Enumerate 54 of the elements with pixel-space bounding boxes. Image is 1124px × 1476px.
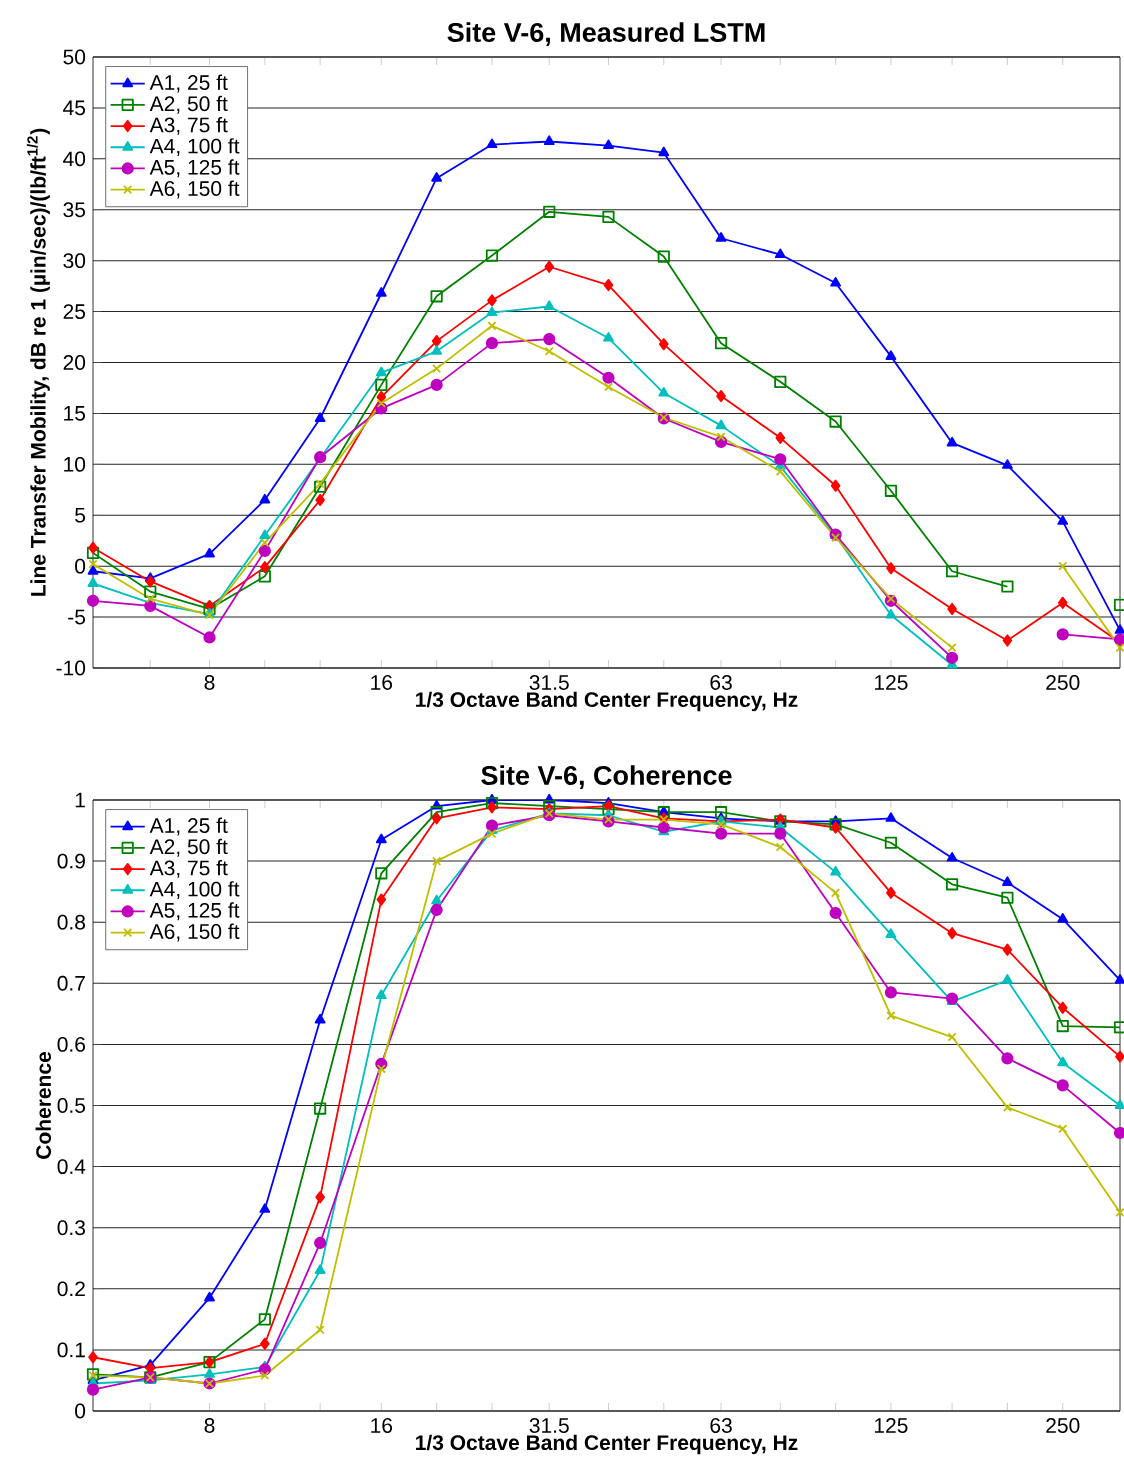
legend-label: A6, 150 ft (149, 180, 240, 199)
y-tick-label: 20 (63, 355, 86, 370)
y-tick-label: -10 (56, 660, 86, 676)
y-tick-label: 0 (75, 558, 86, 574)
y-tick-label: -5 (68, 609, 86, 625)
y-tick-label: 0.6 (57, 1036, 86, 1052)
y-axis-title: Coherence (35, 1051, 52, 1159)
legend-label: A6, 150 ft (149, 923, 240, 942)
y-tick-label: 50 (63, 49, 86, 65)
y-tick-label: 0.5 (57, 1098, 86, 1113)
x-tick-label: 31.5 (529, 675, 569, 690)
chart-title: Site V-6, Measured LSTM (447, 22, 765, 46)
x-tick-label: 250 (1046, 675, 1080, 690)
x-tick-label: 31.5 (529, 1418, 569, 1433)
legend-label: A1, 25 ft (149, 74, 228, 93)
y-tick-label: 40 (63, 151, 86, 167)
y-tick-label: 30 (63, 253, 86, 269)
legend-label: A5, 125 ft (149, 159, 240, 178)
x-tick-label: 8 (204, 675, 215, 690)
x-axis-title: 1/3 Octave Band Center Frequency, Hz (416, 1434, 798, 1455)
y-tick-label: 25 (63, 304, 86, 320)
y-tick-label: 35 (63, 202, 86, 218)
y-tick-label: 0.3 (57, 1220, 86, 1236)
x-tick-label: 63 (710, 1418, 732, 1433)
legend-label: A4, 100 ft (149, 138, 240, 157)
x-tick-label: 125 (875, 1418, 908, 1433)
y-tick-label: 10 (64, 456, 86, 472)
x-tick-label: 16 (371, 675, 393, 690)
y-tick-label: 0.7 (57, 975, 85, 991)
y-tick-label: 15 (64, 406, 86, 421)
y-tick-label: 0 (75, 1403, 86, 1419)
y-tick-label: 5 (75, 507, 86, 523)
legend-label: A4, 100 ft (149, 881, 240, 900)
y-tick-label: 0.9 (57, 853, 85, 869)
chart-title: Site V-6, Coherence (481, 765, 732, 789)
x-tick-label: 63 (710, 675, 732, 690)
x-tick-label: 8 (204, 1418, 215, 1433)
legend-label: A2, 50 ft (149, 95, 228, 114)
y-tick-label: 0.2 (57, 1281, 85, 1297)
x-tick-label: 16 (371, 1418, 393, 1433)
y-tick-label: 0.8 (57, 914, 86, 930)
legend-label: A5, 125 ft (149, 902, 240, 921)
y-tick-label: 0.1 (57, 1342, 85, 1358)
y-tick-label: 1 (75, 792, 85, 808)
x-axis-title: 1/3 Octave Band Center Frequency, Hz (416, 691, 798, 712)
legend-label: A1, 25 ft (149, 817, 228, 836)
x-tick-label: 250 (1046, 1418, 1080, 1433)
legend-label: A3, 75 ft (149, 859, 228, 878)
y-tick-label: 0.4 (57, 1159, 86, 1175)
legend-label: A2, 50 ft (149, 838, 228, 857)
legend-label: A3, 75 ft (149, 116, 228, 135)
x-tick-label: 125 (875, 675, 908, 690)
y-axis-title: Line Transfer Mobility, dB re 1 (µin/sec)/(lb/ft$^{1/2}$) (26, 128, 50, 596)
y-tick-label: 45 (63, 100, 86, 116)
